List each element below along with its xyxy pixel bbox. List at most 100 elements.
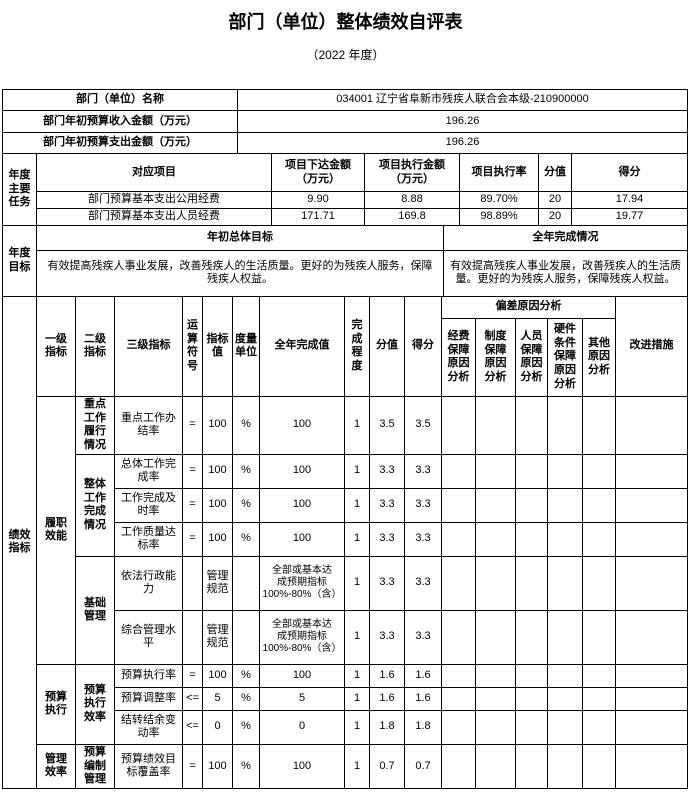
perf-points: 3.3 (369, 521, 405, 557)
perf-unit: % (232, 709, 260, 745)
perf-dev-fund-cell (441, 453, 476, 489)
perf-row: 履职 效能 重点 工作 履行 情况 重点工作办结率 = 100 % 100 1 … (3, 395, 688, 665)
perf-header-dev-staff: 人员 保障 原因 分析 (515, 317, 548, 397)
perf-dev-staff-cell (515, 555, 548, 611)
perf-dev-staff-cell (515, 686, 548, 711)
perf-operator: = (182, 487, 203, 523)
perf-degree: 1 (344, 686, 370, 711)
perf-operator: = (182, 521, 203, 557)
perf-done: 全部或基本达 成预期指标 100%-80%（含） (259, 555, 345, 611)
perf-dev-system-cell (475, 743, 516, 790)
tasks-header-points: 分值 (538, 153, 572, 192)
goals-initial-header: 年初总体目标 (36, 224, 444, 251)
perf-improve-cell (615, 709, 688, 745)
perf-operator: = (182, 395, 203, 455)
perf-done: 100 (259, 395, 345, 455)
perf-row: 工作完成及时率 = 100 % 100 1 3.3 3.3 (3, 487, 688, 523)
task-rate: 98.89% (459, 207, 539, 226)
perf-dev-fund-cell (441, 395, 476, 455)
perf-improve-cell (615, 395, 688, 455)
perf-score: 0.7 (404, 743, 442, 790)
task-row: 部门预算基本支出公用经费 9.90 8.88 89.70% 20 17.94 (3, 191, 688, 209)
perf-level3: 预算绩效目标覆盖率 (114, 743, 183, 790)
perf-operator (182, 609, 203, 665)
perf-points: 0.7 (369, 743, 405, 790)
perf-header-dev-other: 其他 原因 分析 (581, 317, 617, 397)
perf-points: 3.3 (369, 453, 405, 489)
task-points: 20 (538, 191, 572, 209)
dept-name-value: 034001 辽宁省阜新市残疾人联合会本级-210900000 (237, 89, 688, 111)
perf-dev-system-cell (475, 395, 516, 455)
goals-initial-text: 有效提高残疾人事业发展，改善残疾人的生活质量。更好的为残疾人服务，保障残疾人权益… (36, 249, 444, 297)
perf-level1-label: 预算 执行 (36, 663, 76, 745)
perf-level3: 总体工作完成率 (114, 453, 183, 489)
perf-unit: % (232, 453, 260, 489)
perf-dev-staff-cell (515, 521, 548, 557)
perf-level2-label: 整体 工作 完成 情况 (75, 453, 115, 557)
perf-level2-label: 预算 编制 管理 (75, 743, 115, 790)
perf-row: 结转结余变动率 <= 0 % 0 1 1.8 1.8 (3, 709, 688, 745)
perf-points: 3.3 (369, 609, 405, 665)
perf-header-dev-system: 制度 保障 原因 分析 (475, 317, 516, 397)
perf-unit (232, 609, 260, 665)
perf-level3: 预算调整率 (114, 686, 183, 711)
perf-dev-system-cell (475, 686, 516, 711)
perf-target: 100 (202, 521, 233, 557)
dept-name-label: 部门（单位）名称 (2, 89, 238, 111)
perf-section-label: 绩效 指标 (2, 295, 37, 790)
perf-score: 1.6 (404, 663, 442, 688)
performance-table: 绩效 指标 一级 指标 二级 指标 三级指标 运 算 符 号 指标 值 度量 单… (2, 295, 688, 790)
perf-operator: <= (182, 709, 203, 745)
budget-expense-value: 196.26 (237, 132, 688, 154)
perf-improve-cell (615, 487, 688, 523)
perf-row: 整体 工作 完成 情况 总体工作完成率 = 100 % 100 1 3.3 3.… (3, 453, 688, 557)
perf-header-dev-fund: 经费 保障 原因 分析 (441, 317, 476, 397)
perf-improve-cell (615, 453, 688, 489)
perf-dev-hardware-cell (547, 487, 583, 523)
perf-target: 管理 规范 (202, 609, 233, 665)
perf-dev-fund-cell (441, 743, 476, 790)
goals-section-label: 年度 目标 (2, 224, 37, 297)
perf-header-improve: 改进措施 (615, 295, 688, 397)
perf-dev-system-cell (475, 609, 516, 665)
perf-row: 基础 管理 依法行政能力 管理 规范 全部或基本达 成预期指标 100%-80%… (3, 555, 688, 665)
perf-dev-hardware-cell (547, 709, 583, 745)
perf-dev-system-cell (475, 453, 516, 489)
page-title: 部门（单位）整体绩效自评表 (228, 12, 463, 32)
perf-score: 3.3 (404, 487, 442, 523)
task-issued: 9.90 (271, 191, 365, 209)
perf-dev-other-cell (581, 709, 617, 745)
perf-target: 100 (202, 453, 233, 489)
perf-dev-staff-cell (515, 709, 548, 745)
perf-dev-staff-cell (515, 395, 548, 455)
info-table: 部门（单位）名称 034001 辽宁省阜新市残疾人联合会本级-210900000… (2, 89, 688, 154)
perf-unit: % (232, 743, 260, 790)
perf-target: 100 (202, 487, 233, 523)
perf-level3: 预算执行率 (114, 663, 183, 688)
tasks-header-executed: 项目执行金额 （万元） (364, 153, 460, 192)
perf-improve-cell (615, 609, 688, 665)
perf-level2-label: 基础 管理 (75, 555, 115, 665)
perf-level1-label: 管理 效率 (36, 743, 76, 790)
perf-done: 100 (259, 521, 345, 557)
perf-row: 预算调整率 <= 5 % 5 1 1.6 1.6 (3, 686, 688, 711)
task-project: 部门预算基本支出人员经费 (36, 207, 272, 226)
perf-score: 1.6 (404, 686, 442, 711)
perf-unit: % (232, 521, 260, 557)
perf-dev-other-cell (581, 686, 617, 711)
perf-target: 管理 规范 (202, 555, 233, 611)
page-subtitle: （2022 年度） (306, 48, 385, 62)
perf-degree: 1 (344, 487, 370, 523)
perf-level1-label: 履职 效能 (36, 395, 76, 665)
perf-header-level1: 一级 指标 (36, 295, 76, 397)
perf-unit: % (232, 487, 260, 523)
perf-dev-fund-cell (441, 609, 476, 665)
perf-level3: 工作完成及时率 (114, 487, 183, 523)
perf-header-deviation-group: 偏差原因分析 (440, 295, 617, 319)
tasks-table: 年度 主要 任务 对应项目 项目下达金额 （万元） 项目执行金额 （万元） 项目… (2, 153, 688, 226)
perf-points: 1.8 (369, 709, 405, 745)
perf-points: 3.5 (369, 395, 405, 455)
perf-done: 100 (259, 743, 345, 790)
perf-degree: 1 (344, 743, 370, 790)
perf-points: 1.6 (369, 663, 405, 688)
